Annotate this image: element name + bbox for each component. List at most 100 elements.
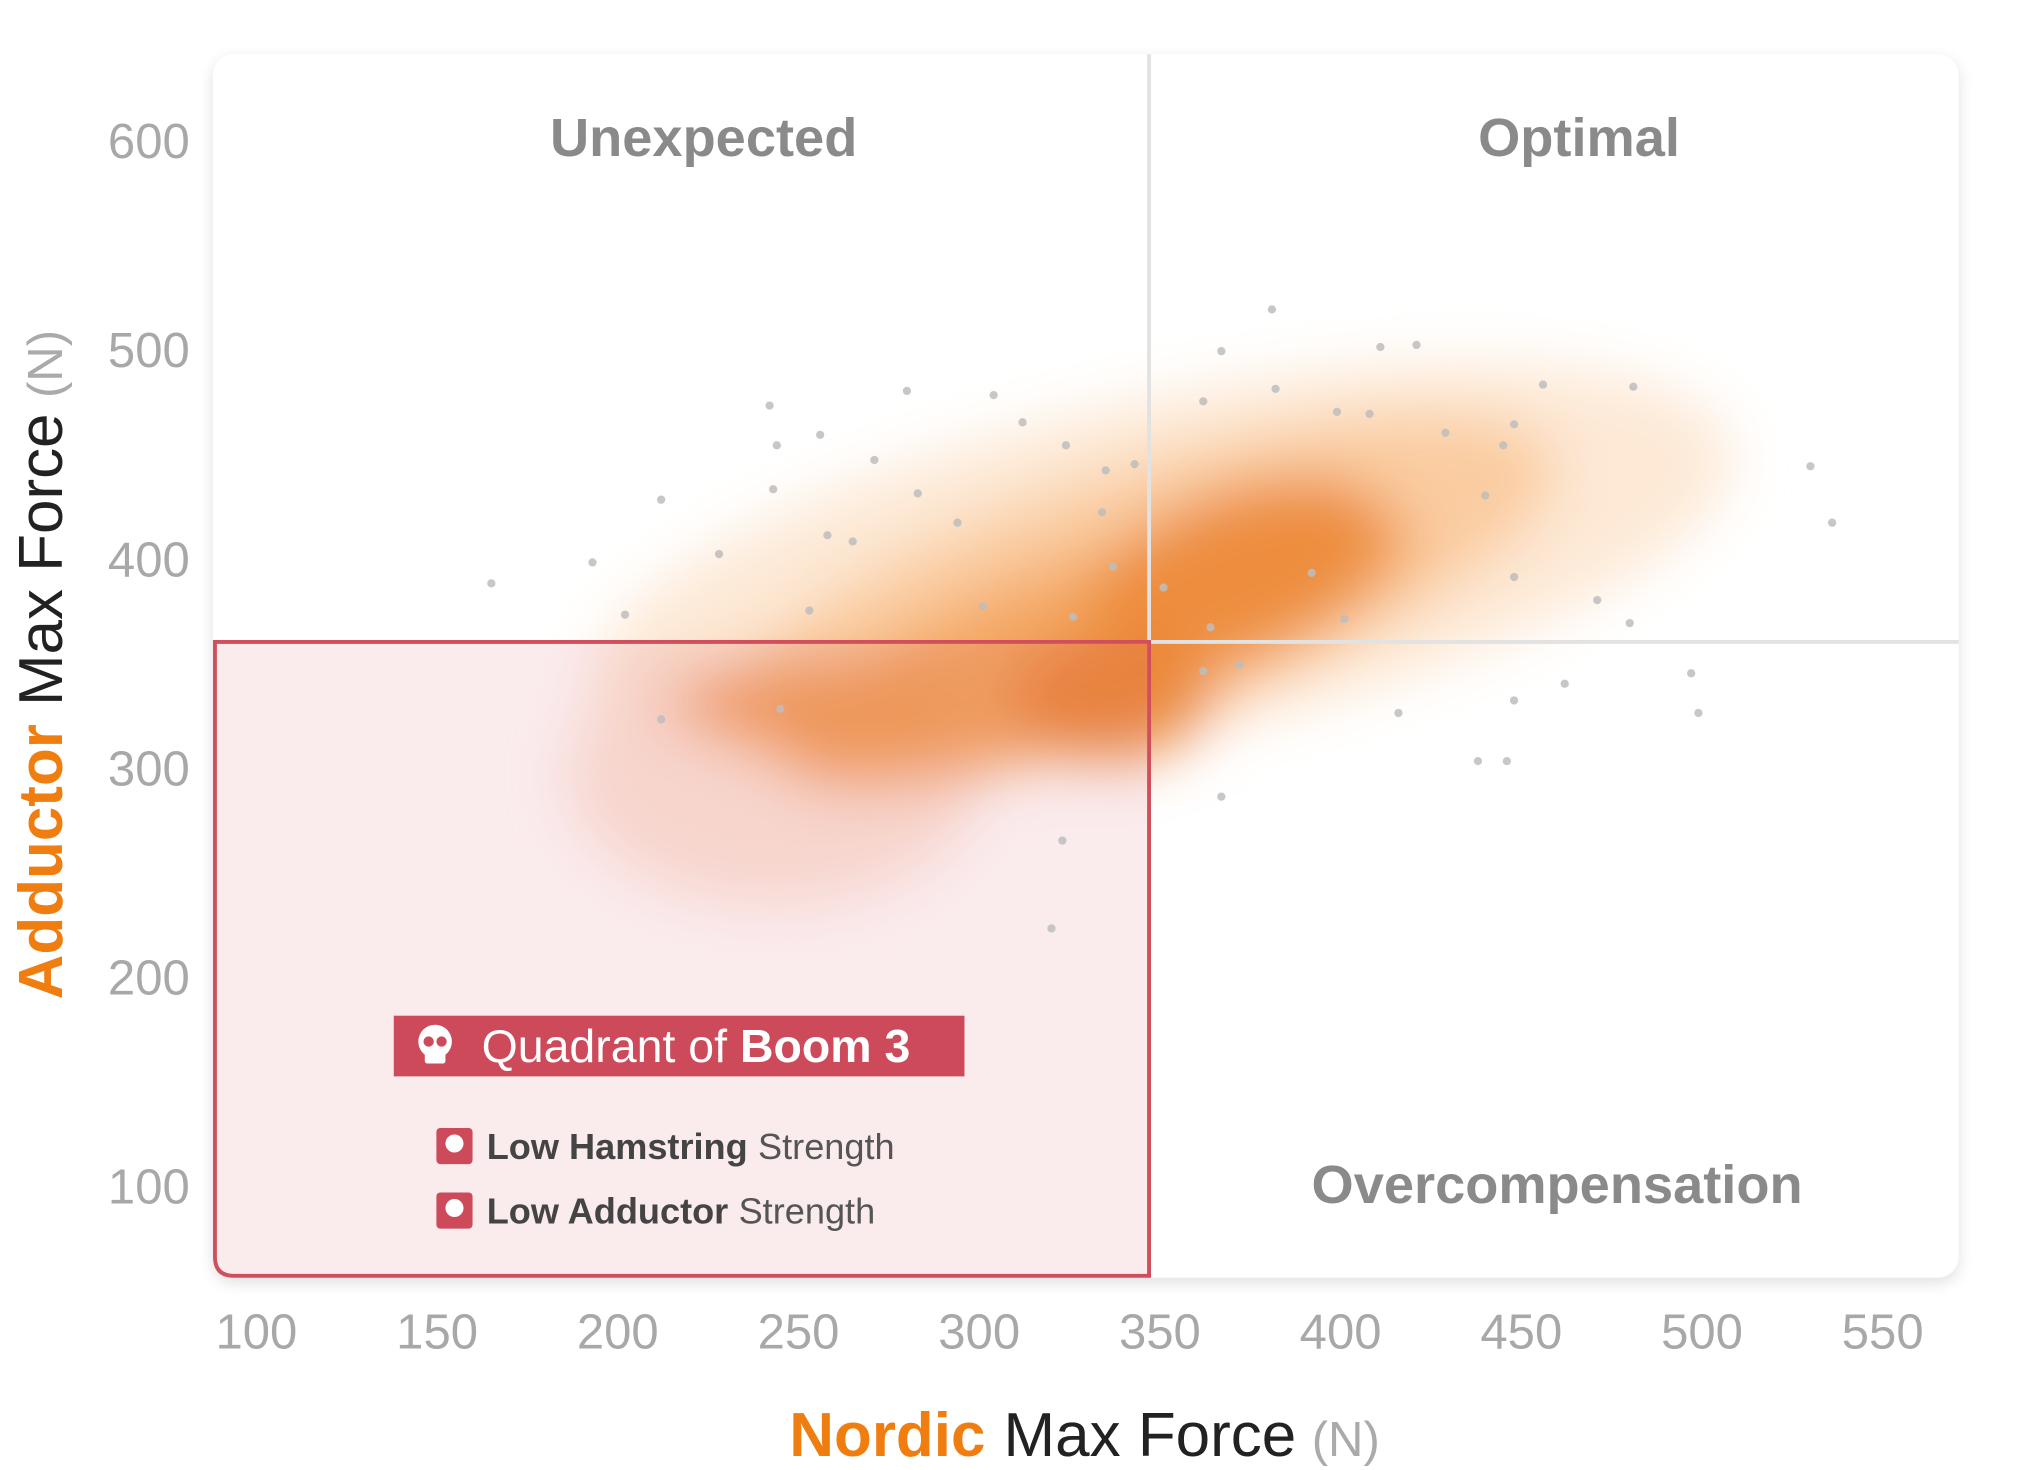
data-point <box>776 704 785 713</box>
data-point <box>1271 384 1280 393</box>
item-icon-skull <box>445 1198 464 1218</box>
data-point <box>870 455 879 465</box>
data-point <box>1097 508 1107 517</box>
data-point <box>588 558 597 567</box>
data-point <box>1108 562 1118 571</box>
data-point <box>1394 708 1403 718</box>
data-point <box>657 715 666 724</box>
x-tick-label: 400 <box>1300 1306 1382 1360</box>
data-point <box>1509 696 1519 705</box>
data-point <box>848 537 857 546</box>
data-point <box>1058 836 1067 845</box>
y-tick-label: 500 <box>108 324 190 378</box>
data-point <box>1235 660 1244 670</box>
data-point <box>765 401 774 410</box>
data-point <box>1629 382 1638 391</box>
points <box>487 305 1837 933</box>
x-tick-label: 150 <box>396 1306 478 1360</box>
data-point <box>913 489 922 498</box>
quadrant-labels: Unexpected Optimal Overcompensation <box>550 108 1803 1215</box>
data-point <box>1217 347 1226 356</box>
y-tick-label: 100 <box>108 1161 190 1215</box>
density-level <box>1007 632 1214 762</box>
density-level <box>1091 477 1388 658</box>
data-point <box>714 549 724 559</box>
data-point <box>1481 491 1490 500</box>
x-tick-label: 500 <box>1661 1306 1743 1360</box>
quadrants <box>213 54 1959 1278</box>
x-tick-label: 450 <box>1480 1306 1562 1360</box>
callout-item: Low Hamstring Strength <box>436 1126 895 1167</box>
data-point <box>1687 669 1696 678</box>
item-bold: Low Adductor <box>487 1191 729 1232</box>
data-point <box>1069 612 1078 621</box>
data-point <box>1509 572 1519 582</box>
item-text: Low Hamstring Strength <box>487 1126 895 1167</box>
data-point <box>953 518 962 527</box>
density-blobs <box>568 364 1732 904</box>
data-point <box>805 606 814 615</box>
data-point <box>816 430 825 439</box>
density <box>568 364 1732 904</box>
data-point <box>902 386 912 396</box>
item-text: Low Adductor Strength <box>487 1191 875 1232</box>
data-point <box>487 579 496 588</box>
data-point <box>1625 618 1634 628</box>
data-point <box>1206 623 1215 632</box>
y-tick-label: 300 <box>108 742 190 796</box>
x-tick-label: 100 <box>215 1306 297 1360</box>
data-point <box>1806 462 1815 471</box>
quadrant-label: Optimal <box>1478 108 1680 168</box>
x-tick-label: 250 <box>758 1306 840 1360</box>
x-label-text: Max Force <box>1004 1401 1297 1470</box>
risk-quadrant <box>213 639 1152 1278</box>
data-point <box>989 390 998 400</box>
y-label-highlight: Adductor <box>7 724 76 999</box>
data-point <box>1593 595 1602 605</box>
density-level <box>671 664 982 743</box>
data-point <box>1159 583 1168 592</box>
data-point <box>769 485 778 494</box>
y-label-text: Max Force <box>7 413 76 706</box>
x-tick-label: 200 <box>577 1306 659 1360</box>
data-point <box>1340 614 1349 624</box>
data-point <box>1267 305 1277 314</box>
data-point <box>1101 466 1110 475</box>
item-rest: Strength <box>739 1191 876 1232</box>
data-point <box>657 495 666 504</box>
data-point <box>1332 407 1342 416</box>
data-point <box>620 610 630 619</box>
data-point <box>1365 409 1374 419</box>
data-point <box>823 531 832 540</box>
callout-bold: Boom 3 <box>740 1020 910 1072</box>
data-point <box>1412 340 1421 350</box>
data-point <box>1499 441 1508 450</box>
x-tick-label: 350 <box>1119 1306 1201 1360</box>
item-rest: Strength <box>758 1126 895 1167</box>
data-point <box>1061 441 1071 450</box>
x-label-highlight: Nordic <box>789 1401 985 1470</box>
data-point <box>772 441 781 450</box>
data-point <box>1217 792 1226 801</box>
data-point <box>1047 924 1056 933</box>
data-point <box>1376 342 1385 352</box>
y-tick-label: 200 <box>108 952 190 1006</box>
data-point <box>1199 397 1208 406</box>
data-point <box>1560 679 1569 688</box>
data-point <box>1018 418 1027 427</box>
data-point <box>1307 568 1316 578</box>
y-axis-label: Adductor Max Force (N) <box>7 330 76 999</box>
item-bold: Low Hamstring <box>487 1126 748 1167</box>
data-point <box>1130 459 1139 469</box>
quadrant-label: Unexpected <box>550 108 857 168</box>
data-point <box>1509 420 1519 429</box>
data-point <box>1694 708 1703 718</box>
x-axis-label: Nordic Max Force (N) <box>789 1401 1380 1470</box>
data-point <box>1473 756 1483 766</box>
callout-text: Quadrant of <box>482 1020 728 1072</box>
y-tick-label: 400 <box>108 533 190 587</box>
callout-item: Low Adductor Strength <box>436 1191 875 1232</box>
quadrant-label: Overcompensation <box>1312 1155 1803 1215</box>
